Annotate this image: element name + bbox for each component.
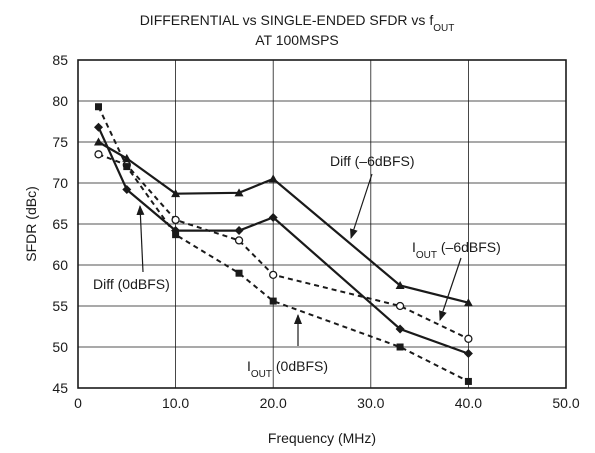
x-tick-label: 40.0 <box>455 395 482 411</box>
y-tick-label: 80 <box>52 93 68 109</box>
series-2-point <box>464 334 473 343</box>
x-tick-label: 30.0 <box>357 395 384 411</box>
x-tick-label: 0 <box>74 395 82 411</box>
annotation-iout-0dbfs: IOUT (0dBFS) <box>247 358 328 380</box>
grid <box>78 60 566 388</box>
y-tick-label: 55 <box>52 298 68 314</box>
series-0-point <box>395 281 405 289</box>
series-3-point <box>396 343 404 351</box>
series-1-point <box>395 324 405 334</box>
y-tick-label: 65 <box>52 216 68 232</box>
annotation-diff-0dbfs: Diff (0dBFS) <box>93 276 170 292</box>
y-axis-label: SFDR (dBc) <box>23 186 39 261</box>
series-1-point <box>234 226 244 236</box>
series-3-point <box>464 377 472 385</box>
annotation-diff-6dbfs: Diff (–6dBFS) <box>330 153 415 169</box>
y-tick-label: 75 <box>52 134 68 150</box>
annotation-iout-6dbfs: IOUT (–6dBFS) <box>412 239 501 261</box>
y-tick-label: 60 <box>52 257 68 273</box>
series-0-point <box>122 153 132 162</box>
x-tick-label: 50.0 <box>552 395 579 411</box>
annotations: Diff (–6dBFS) Diff (0dBFS) IOUT (–6dBFS)… <box>93 153 501 380</box>
chart-title-line1: DIFFERENTIAL vs SINGLE-ENDED SFDR vs fOU… <box>140 12 455 34</box>
arrow-diff-0dbfs <box>136 205 145 273</box>
series-1-point <box>93 122 103 132</box>
x-tick-label: 10.0 <box>162 395 189 411</box>
x-tick-label: 20.0 <box>260 395 287 411</box>
series-2-point <box>171 215 180 225</box>
series-2-point <box>94 150 103 159</box>
series-3-point <box>172 231 180 239</box>
arrow-iout-6dbfs <box>439 257 462 321</box>
arrow-diff-6dbfs <box>350 173 373 239</box>
series-1-point <box>122 185 132 195</box>
series-3-point <box>269 297 277 305</box>
y-tick-label: 50 <box>52 339 68 355</box>
series-2-point <box>269 270 278 279</box>
series-3-point <box>123 163 131 171</box>
series-0-point <box>171 189 181 198</box>
series-2-point <box>395 301 405 311</box>
plot-frame <box>77 59 567 389</box>
x-axis-label: Frequency (MHz) <box>268 430 376 446</box>
series-2-point <box>234 236 244 245</box>
y-tick-label: 45 <box>52 380 68 396</box>
series-3-point <box>235 269 243 277</box>
tick-labels: 0 10.0 20.0 30.0 40.0 50.0 45 50 55 60 65 70 75 80 85 <box>52 52 579 411</box>
chart-title-subscript: OUT <box>433 23 454 34</box>
series-1-point <box>268 212 278 222</box>
series-1-point <box>463 349 473 359</box>
series-0-point <box>268 174 278 183</box>
series-0-point <box>93 137 103 146</box>
series-0-point <box>463 298 473 307</box>
y-tick-label: 70 <box>52 175 68 191</box>
series-0-point <box>234 188 244 197</box>
chart-title-line2: AT 100MSPS <box>255 32 339 48</box>
series-3-point <box>94 103 102 111</box>
y-tick-label: 85 <box>52 52 68 68</box>
series-layer <box>93 103 473 385</box>
